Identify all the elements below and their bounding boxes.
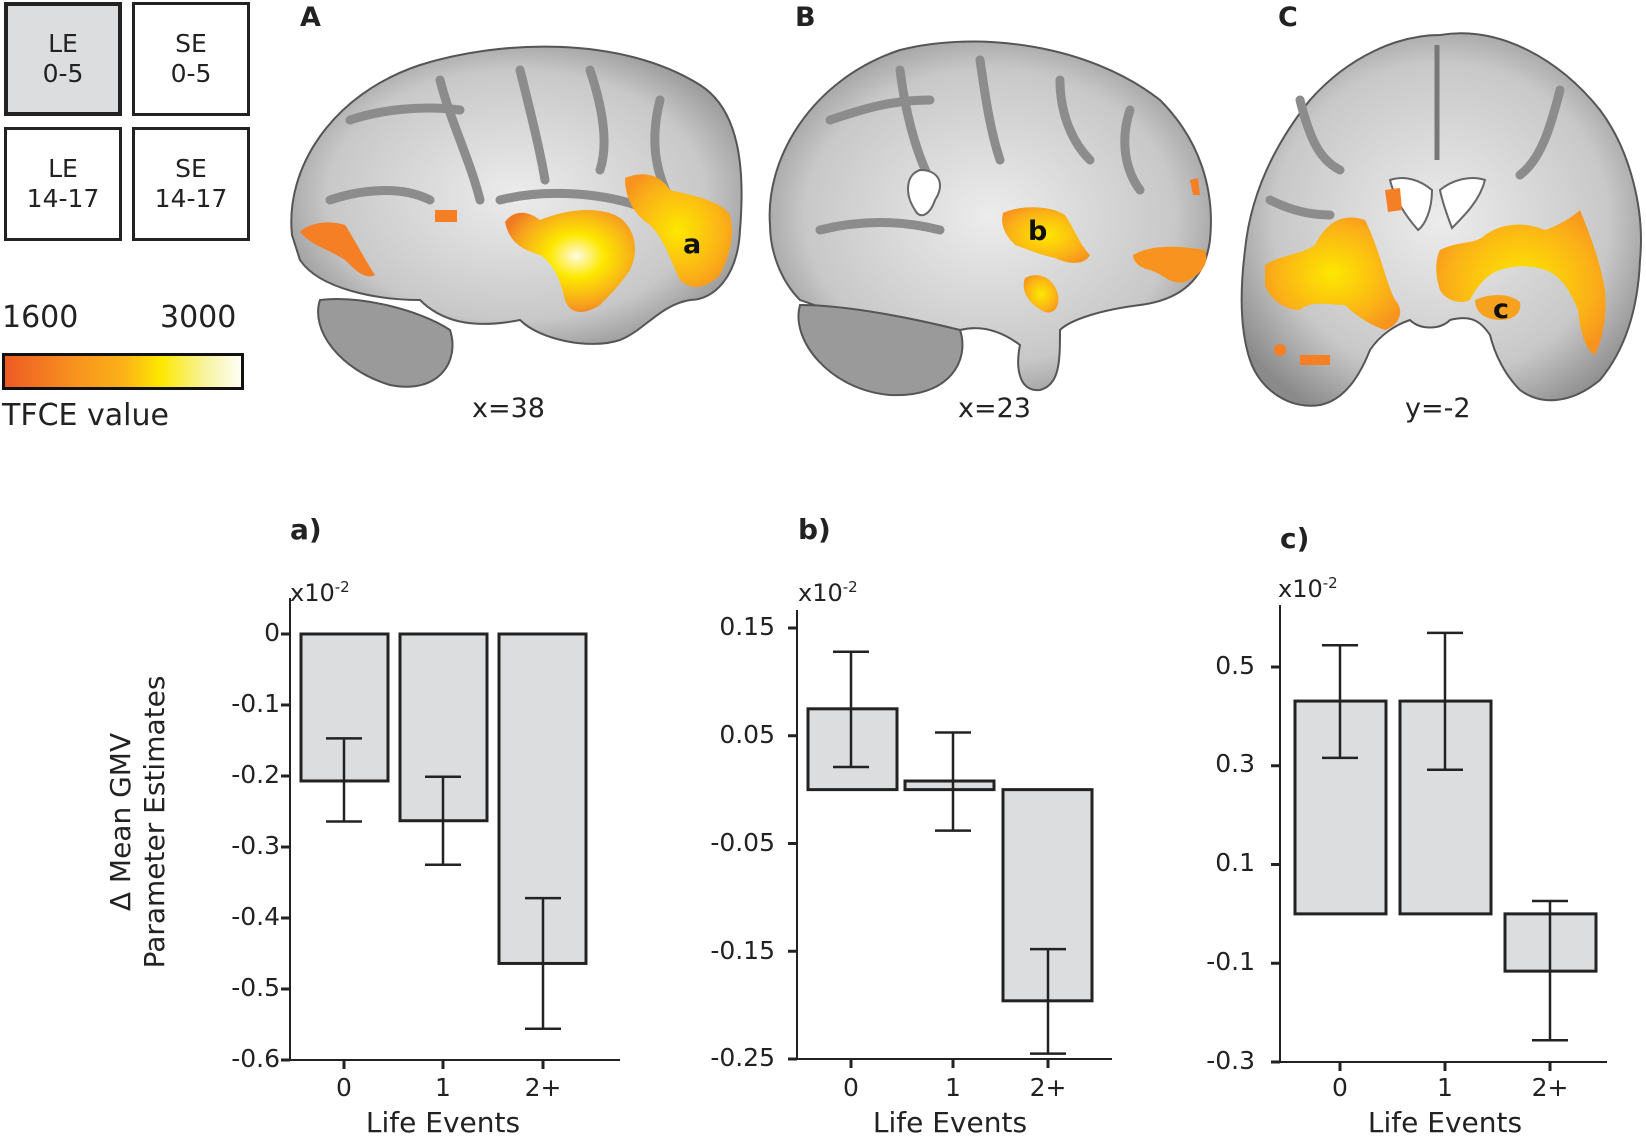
chart-c-ytick: 0.3: [1215, 749, 1255, 778]
chart-b-xtick: 0: [843, 1073, 859, 1102]
region-label-b: b: [1028, 216, 1047, 247]
legend-box-line2: 0-5: [170, 59, 212, 88]
chart-a-ytick: 0: [264, 618, 280, 647]
legend-box-le-0-5: LE 0-5: [4, 2, 122, 116]
legend-box-line1: LE: [48, 29, 78, 58]
multiplier-exponent: -2: [1322, 574, 1338, 592]
chart-b-ytick: -0.05: [710, 828, 775, 857]
legend-box-line2: 14-17: [26, 184, 100, 213]
chart-a-ytick: -0.6: [231, 1044, 280, 1073]
colorbar-max-label: 3000: [160, 300, 237, 335]
panel-letter-b: B: [795, 2, 816, 33]
colorbar-min-label: 1600: [2, 300, 79, 335]
chart-c-ytick: 0.5: [1215, 651, 1255, 680]
chart-b-xtick: 1: [945, 1073, 961, 1102]
chart-c-xtick: 0: [1332, 1073, 1348, 1102]
multiplier-exponent: -2: [334, 578, 350, 596]
legend-box-line1: SE: [175, 154, 207, 183]
region-label-c: c: [1493, 294, 1509, 325]
chart-b-xtick: 2+: [1029, 1073, 1067, 1102]
chart-a-xtick: 0: [336, 1073, 352, 1102]
chart-a-title: a): [290, 513, 322, 546]
region-label-a: a: [683, 229, 701, 260]
bar: [903, 779, 996, 792]
bar: [806, 707, 899, 792]
chart-a-xlabel: Life Events: [365, 1106, 521, 1139]
legend-box-line1: SE: [175, 29, 207, 58]
chart-b-title: b): [798, 513, 831, 546]
chart-c-ytick: -0.3: [1206, 1046, 1255, 1075]
legend-box-se-0-5: SE 0-5: [132, 2, 250, 116]
chart-b-xlabel: Life Events: [872, 1106, 1028, 1139]
coord-label-c: y=-2: [1405, 393, 1471, 424]
multiplier-base: x10: [798, 579, 843, 607]
chart-b-ytick: -0.15: [710, 936, 775, 965]
chart-c-xlabel: Life Events: [1367, 1106, 1523, 1139]
chart-a-xtick: 2+: [524, 1073, 562, 1102]
legend-box-line2: 0-5: [42, 59, 84, 88]
brain-sagittal-b: [768, 40, 1212, 397]
chart-a-multiplier: x10-2: [290, 578, 350, 607]
chart-a-ytick: -0.2: [231, 760, 280, 789]
multiplier-base: x10: [290, 579, 335, 607]
chart-c-xtick: 1: [1437, 1073, 1453, 1102]
chart-b-ytick: -0.25: [710, 1043, 775, 1072]
coord-label-b: x=23: [958, 393, 1031, 424]
multiplier-exponent: -2: [842, 578, 858, 596]
brain-coronal-c: [1240, 32, 1642, 407]
legend-box-line1: LE: [48, 154, 78, 183]
panel-letter-a: A: [300, 2, 321, 33]
chart-b-multiplier: x10-2: [798, 578, 858, 607]
chart-c-multiplier: x10-2: [1278, 574, 1338, 603]
legend-box-le-14-17: LE 14-17: [4, 127, 122, 241]
chart-a-xtick: 1: [435, 1073, 451, 1102]
legend-box-se-14-17: SE 14-17: [132, 127, 250, 241]
chart-b-ytick: 0.15: [719, 612, 775, 641]
chart-c-title: c): [1280, 522, 1310, 555]
chart-c-ytick: 0.1: [1215, 848, 1255, 877]
colorbar-title: TFCE value: [2, 398, 169, 433]
legend-box-line2: 14-17: [154, 184, 228, 213]
chart-c-ytick: -0.1: [1206, 947, 1255, 976]
multiplier-base: x10: [1278, 575, 1323, 603]
chart-a-ytick: -0.5: [231, 973, 280, 1002]
coord-label-a: x=38: [472, 393, 545, 424]
chart-b-ytick: 0.05: [719, 720, 775, 749]
chart-a-ytick: -0.4: [231, 902, 280, 931]
brain-sagittal-a: [290, 45, 743, 388]
chart-c-xtick: 2+: [1531, 1073, 1569, 1102]
panel-letter-c: C: [1278, 2, 1298, 33]
colorbar: [2, 353, 244, 390]
chart-a-ytick: -0.1: [231, 689, 280, 718]
chart-a-ytick: -0.3: [231, 831, 280, 860]
